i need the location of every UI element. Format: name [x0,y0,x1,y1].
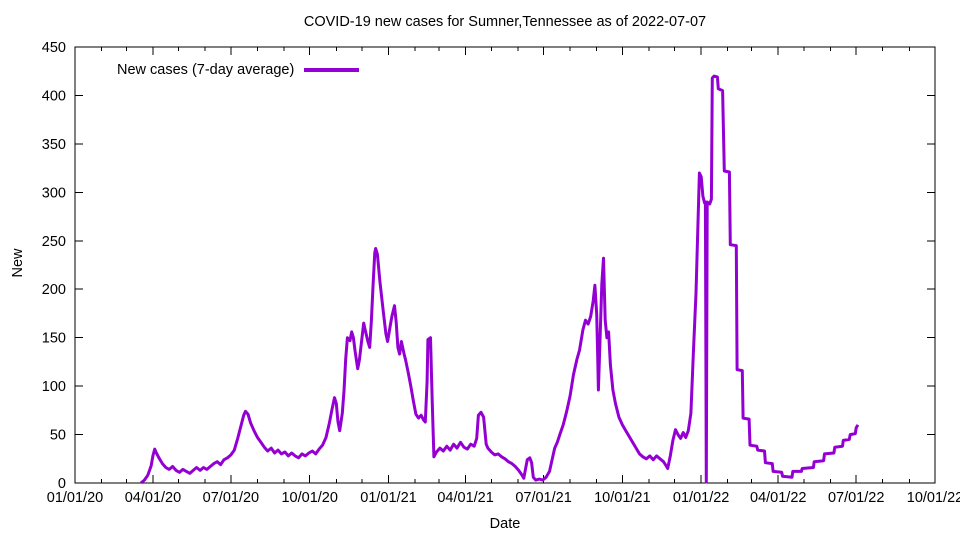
x-tick-label: 01/01/22 [673,490,729,506]
y-tick-label: 0 [58,476,66,492]
x-tick-label: 07/01/21 [515,490,571,506]
x-axis-label: Date [489,516,521,532]
plot-border [74,46,936,484]
y-axis-label: New [10,248,26,278]
y-tick-label: 450 [42,40,66,56]
y-tick-label: 100 [42,379,66,395]
x-tick-label: 04/01/20 [125,490,181,506]
y-tick-label: 150 [42,331,66,347]
x-tick-label: 01/01/20 [47,490,103,506]
y-tick-label: 250 [42,234,66,250]
legend: New cases (7-day average) [117,62,360,78]
chart-title: COVID-19 new cases for Sumner,Tennessee … [303,14,707,30]
x-tick-label: 07/01/22 [828,490,884,506]
x-tick-label: 10/01/20 [281,490,337,506]
x-tick-label: 07/01/20 [203,490,259,506]
x-tick-label: 04/01/21 [437,490,493,506]
data-line [140,74,860,485]
x-tick-label: 04/01/22 [750,490,806,506]
y-tick-label: 400 [42,88,66,104]
x-tick-label: 01/01/21 [360,490,416,506]
x-tick-label: 10/01/21 [594,490,650,506]
y-tick-label: 50 [50,428,66,444]
legend-line-swatch [304,68,360,72]
y-tick-label: 350 [42,137,66,153]
x-tick-label: 10/01/22 [907,490,960,506]
y-tick-label: 300 [42,185,66,201]
legend-label: New cases (7-day average) [117,62,295,78]
y-tick-label: 200 [42,282,66,298]
